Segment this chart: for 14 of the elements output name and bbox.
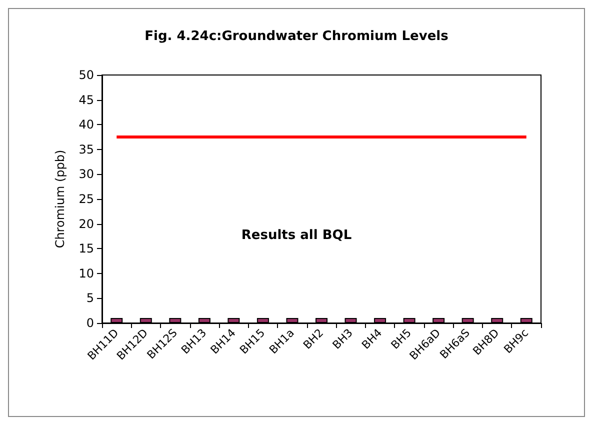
y-tick-label: 25: [78, 192, 94, 206]
y-tick-label: 0: [86, 316, 94, 330]
y-tick-label: 30: [78, 167, 94, 182]
y-tick-label: 20: [78, 216, 94, 231]
y-tick-label: 50: [78, 68, 94, 82]
y-tick-label: 45: [78, 92, 94, 107]
y-tick-label: 40: [78, 118, 94, 132]
y-tick-label: 10: [78, 266, 94, 280]
y-axis-title: Chromium (ppb): [53, 150, 67, 248]
y-tick-label: 5: [86, 291, 94, 306]
chart-title: Fig. 4.24c:Groundwater Chromium Levels: [144, 29, 449, 44]
annotation: Results all BQL: [241, 228, 352, 243]
y-tick-label: 35: [78, 142, 94, 156]
y-tick-label: 15: [78, 242, 94, 256]
